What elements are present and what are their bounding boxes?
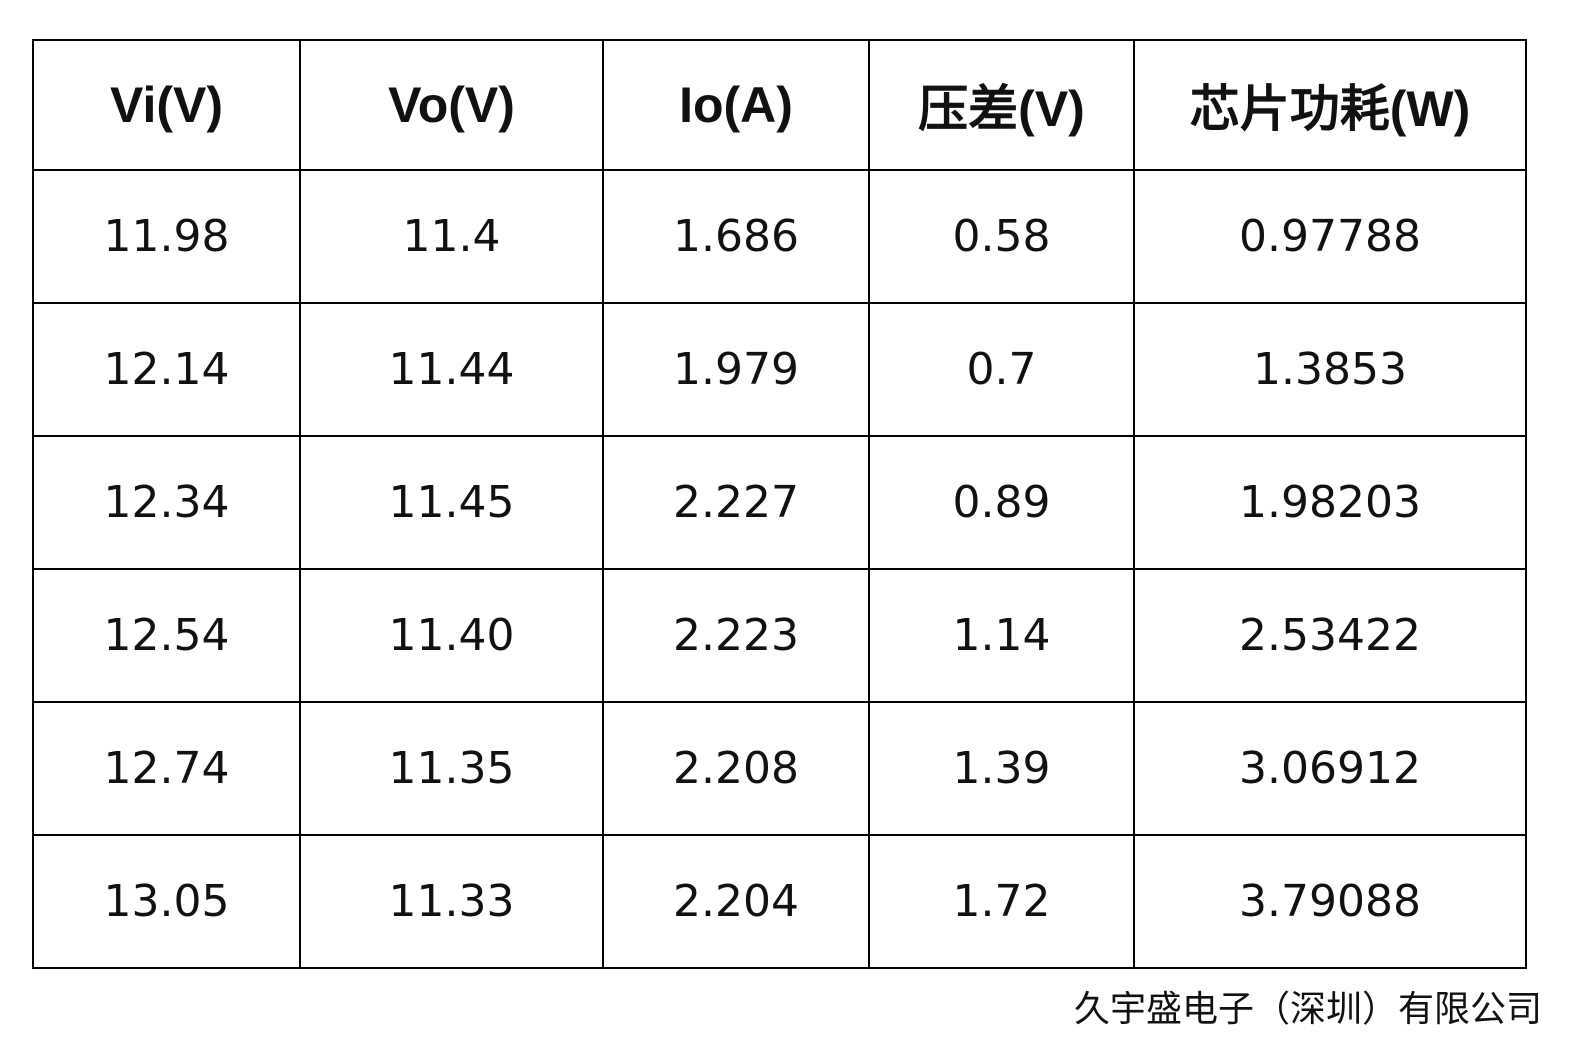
table-cell: 0.58 xyxy=(868,169,1135,304)
table-cell: 2.208 xyxy=(602,701,870,836)
table-cell: 2.227 xyxy=(602,435,870,570)
header-cell: Vi(V) xyxy=(32,39,301,171)
header-cell: 压差(V) xyxy=(868,39,1135,171)
table-cell: 0.89 xyxy=(868,435,1135,570)
table-row: 12.14 11.44 1.979 0.7 1.3853 xyxy=(32,302,1527,437)
table-row: 12.74 11.35 2.208 1.39 3.06912 xyxy=(32,701,1527,836)
table-cell: 12.74 xyxy=(32,701,301,836)
table-cell: 1.3853 xyxy=(1133,302,1527,437)
table-cell: 1.14 xyxy=(868,568,1135,703)
table-body: 11.98 11.4 1.686 0.58 0.97788 12.14 11.44 1.979… xyxy=(32,169,1527,969)
table-row: 13.05 11.33 2.204 1.72 3.79088 xyxy=(32,834,1527,969)
table-cell: 3.79088 xyxy=(1133,834,1527,969)
table-cell: 12.34 xyxy=(32,435,301,570)
table-cell: 3.06912 xyxy=(1133,701,1527,836)
table-row: 12.54 11.40 2.223 1.14 2.53422 xyxy=(32,568,1527,703)
table-cell: 0.7 xyxy=(868,302,1135,437)
table-cell: 11.4 xyxy=(299,169,604,304)
table-cell: 1.98203 xyxy=(1133,435,1527,570)
table-cell: 1.686 xyxy=(602,169,870,304)
table-row: 12.34 11.45 2.227 0.89 1.98203 xyxy=(32,435,1527,570)
table-cell: 1.39 xyxy=(868,701,1135,836)
table-cell: 2.53422 xyxy=(1133,568,1527,703)
table-cell: 11.33 xyxy=(299,834,604,969)
table-cell: 11.44 xyxy=(299,302,604,437)
table-cell: 2.204 xyxy=(602,834,870,969)
table-cell: 1.72 xyxy=(868,834,1135,969)
table-cell: 12.14 xyxy=(32,302,301,437)
header-cell: 芯片功耗(W) xyxy=(1133,39,1527,171)
table-cell: 11.98 xyxy=(32,169,301,304)
table-cell: 1.979 xyxy=(602,302,870,437)
header-cell: Vo(V) xyxy=(299,39,604,171)
footer-text: 久宇盛电子（深圳）有限公司 xyxy=(1073,989,1542,1030)
table-cell: 2.223 xyxy=(602,568,870,703)
table-cell: 0.97788 xyxy=(1133,169,1527,304)
table-cell: 13.05 xyxy=(32,834,301,969)
data-table: Vi(V) Vo(V) Io(A) 压差(V) 芯片功耗(W) 11.98 11.4 1.6… xyxy=(32,39,1527,969)
header-cell: Io(A) xyxy=(602,39,870,171)
table-cell: 11.40 xyxy=(299,568,604,703)
table-cell: 11.35 xyxy=(299,701,604,836)
table-cell: 11.45 xyxy=(299,435,604,570)
header-row: Vi(V) Vo(V) Io(A) 压差(V) 芯片功耗(W) xyxy=(32,39,1527,171)
table-row: 11.98 11.4 1.686 0.58 0.97788 xyxy=(32,169,1527,304)
table-cell: 12.54 xyxy=(32,568,301,703)
